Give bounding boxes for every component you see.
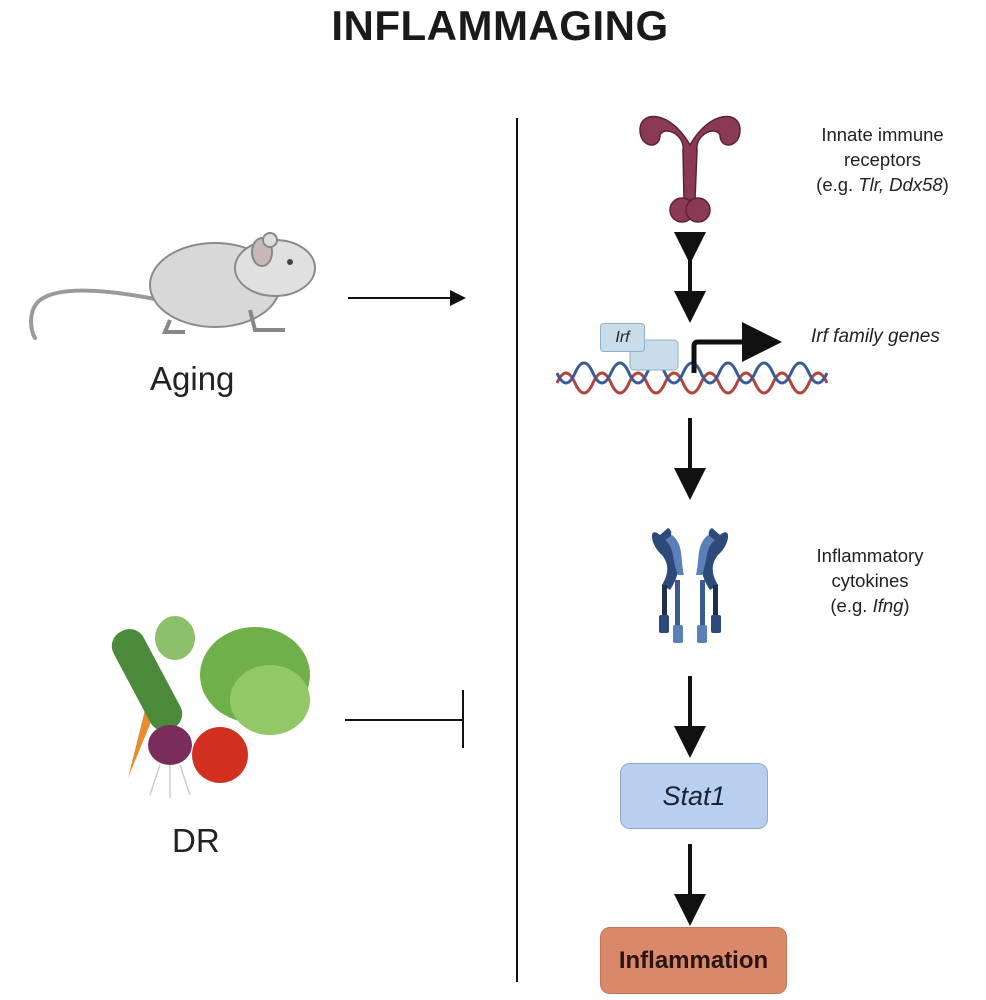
innate-receptor-icon bbox=[639, 115, 741, 223]
cytokines-prefix: (e.g. bbox=[830, 595, 873, 616]
cytokines-note: Inflammatory cytokines (e.g. Ifng) bbox=[780, 543, 960, 618]
cytokines-line1: Inflammatory bbox=[816, 545, 924, 566]
promoter-arrow bbox=[691, 322, 782, 373]
aging-label: Aging bbox=[150, 360, 235, 397]
irf-box: Irf bbox=[600, 323, 645, 352]
receptors-line2: receptors bbox=[843, 149, 922, 170]
inflammation-box: Inflammation bbox=[600, 927, 787, 994]
dr-label: DR bbox=[172, 822, 220, 859]
receptors-examples-line: (e.g. Tlr, Ddx58) bbox=[790, 172, 975, 197]
vegetables-icon bbox=[111, 616, 310, 798]
mouse-icon bbox=[29, 232, 316, 340]
receptors-examples: Tlr, Ddx58 bbox=[858, 174, 943, 195]
stat1-box: Stat1 bbox=[620, 763, 768, 829]
innate-receptors-note: Innate immune receptors (e.g. Tlr, Ddx58… bbox=[790, 122, 975, 197]
page-title: INFLAMMAGING bbox=[331, 2, 669, 49]
receptors-line1: Innate immune bbox=[821, 124, 944, 145]
cytokines-examples: Ifng bbox=[872, 595, 904, 616]
cytokines-line2: cytokines bbox=[831, 570, 909, 591]
cytokines-suffix: ) bbox=[903, 595, 910, 616]
cytokines-examples-line: (e.g. Ifng) bbox=[780, 593, 960, 618]
cytokine-receptor-icon bbox=[651, 528, 729, 643]
receptors-prefix: (e.g. bbox=[816, 174, 859, 195]
irf-family-genes-label: Irf family genes bbox=[811, 326, 940, 347]
receptors-suffix: ) bbox=[942, 174, 949, 195]
